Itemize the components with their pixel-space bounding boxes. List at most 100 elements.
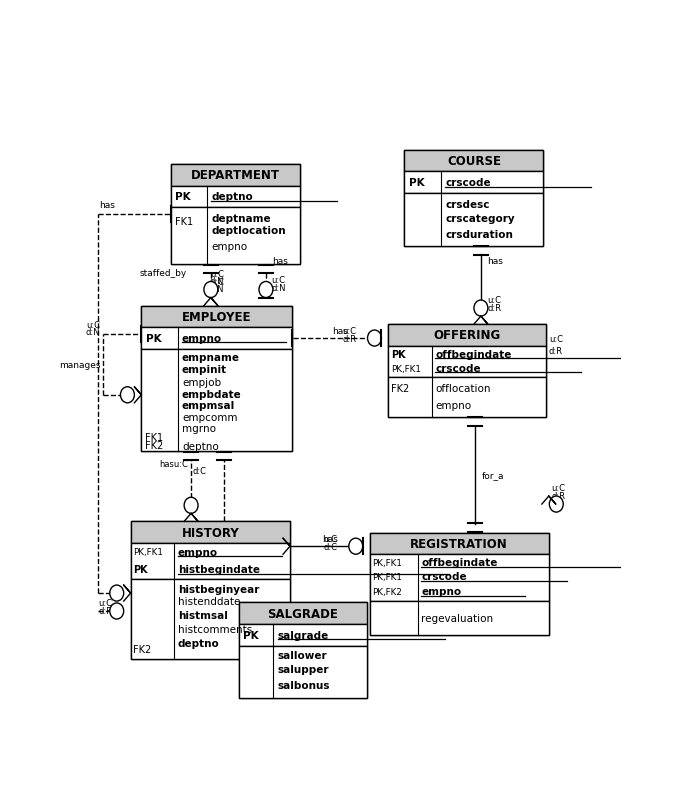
Text: PK: PK (243, 630, 259, 640)
Text: hasu:C: hasu:C (159, 460, 188, 468)
Bar (370, 533, 549, 554)
Text: PK: PK (391, 349, 406, 359)
Bar (370, 533, 549, 634)
Text: staffed_by: staffed_by (139, 269, 187, 277)
Text: u:C: u:C (210, 277, 224, 286)
Bar (404, 194, 544, 246)
Text: FK2: FK2 (133, 644, 152, 654)
Text: deptno: deptno (182, 441, 219, 452)
Text: PK,FK1: PK,FK1 (133, 548, 163, 557)
Text: EMPLOYEE: EMPLOYEE (182, 310, 251, 323)
Bar (404, 151, 544, 172)
Text: HISTORY: HISTORY (181, 526, 239, 539)
Bar (170, 186, 300, 208)
Circle shape (204, 282, 218, 298)
Text: offbegindate: offbegindate (435, 349, 512, 359)
Circle shape (184, 497, 198, 514)
Bar (170, 164, 300, 186)
Text: deptlocation: deptlocation (211, 225, 286, 236)
Bar (388, 346, 546, 377)
Text: d:R: d:R (487, 304, 502, 313)
Bar (388, 325, 546, 346)
Text: mgrno: mgrno (182, 424, 216, 434)
Bar (404, 151, 544, 246)
Bar (404, 172, 544, 194)
Bar (141, 328, 292, 350)
Text: histbegindate: histbegindate (178, 565, 259, 574)
Text: OFFERING: OFFERING (433, 329, 501, 342)
Text: empmsal: empmsal (182, 400, 235, 411)
Text: PK,FK2: PK,FK2 (373, 587, 402, 596)
Text: d:N: d:N (210, 277, 224, 286)
Bar (170, 164, 300, 265)
Text: d:R: d:R (98, 607, 112, 616)
Bar (239, 624, 367, 646)
Text: histenddate: histenddate (178, 597, 240, 606)
Circle shape (549, 496, 563, 512)
Text: PK: PK (133, 565, 148, 574)
Bar (130, 522, 290, 659)
Circle shape (121, 387, 135, 403)
Text: d:N: d:N (210, 285, 224, 294)
Text: DEPARTMENT: DEPARTMENT (191, 169, 280, 182)
Bar (141, 350, 292, 452)
Text: PK: PK (146, 334, 161, 343)
Bar (130, 543, 290, 579)
Text: REGISTRATION: REGISTRATION (411, 537, 508, 550)
Bar (370, 554, 549, 601)
Circle shape (110, 585, 124, 602)
Bar (130, 579, 290, 659)
Circle shape (368, 330, 382, 346)
Text: regevaluation: regevaluation (421, 613, 493, 622)
Text: PK: PK (408, 178, 424, 188)
Text: u:C: u:C (551, 484, 566, 492)
Text: d:N: d:N (86, 328, 100, 337)
Text: u:C: u:C (487, 295, 502, 305)
Text: empno: empno (421, 586, 461, 597)
Text: histcomments: histcomments (178, 624, 252, 634)
Text: u:C: u:C (342, 326, 356, 336)
Bar (239, 646, 367, 699)
Text: d:N: d:N (271, 283, 286, 292)
Text: empbdate: empbdate (182, 389, 241, 399)
Text: empno: empno (435, 400, 471, 411)
Text: offlocation: offlocation (435, 383, 491, 394)
Text: d:R: d:R (551, 492, 566, 500)
Text: has: has (322, 534, 338, 543)
Text: u:C: u:C (324, 534, 337, 543)
Text: for_a: for_a (482, 471, 504, 480)
Text: empcomm: empcomm (182, 413, 237, 423)
Text: histmsal: histmsal (178, 610, 228, 620)
Text: u:C: u:C (210, 269, 224, 278)
Text: crsduration: crsduration (445, 229, 513, 240)
Text: crscategory: crscategory (445, 214, 515, 224)
Text: FK1: FK1 (175, 217, 193, 227)
Circle shape (110, 603, 124, 619)
Bar (141, 306, 292, 328)
Text: FK2: FK2 (391, 383, 409, 394)
Text: empjob: empjob (182, 377, 221, 387)
Text: COURSE: COURSE (447, 155, 501, 168)
Bar (170, 208, 300, 265)
Text: u:C: u:C (549, 334, 563, 343)
Bar (130, 522, 290, 543)
Text: u:C: u:C (98, 599, 112, 608)
Text: deptname: deptname (211, 213, 271, 223)
Text: PK,FK1: PK,FK1 (391, 364, 421, 373)
Bar (141, 306, 292, 452)
Text: empno: empno (182, 334, 222, 343)
Text: d:C: d:C (192, 467, 206, 476)
Text: FK2: FK2 (144, 440, 163, 450)
Text: crsdesc: crsdesc (445, 200, 490, 209)
Text: empname: empname (182, 353, 240, 363)
Text: manages: manages (59, 360, 100, 369)
Text: offbegindate: offbegindate (421, 558, 497, 568)
Circle shape (474, 301, 488, 317)
Bar (239, 602, 367, 699)
Bar (388, 377, 546, 417)
Bar (370, 601, 549, 634)
Text: deptno: deptno (178, 638, 219, 648)
Text: PK: PK (175, 192, 190, 202)
Bar (388, 325, 546, 417)
Text: has: has (333, 326, 348, 336)
